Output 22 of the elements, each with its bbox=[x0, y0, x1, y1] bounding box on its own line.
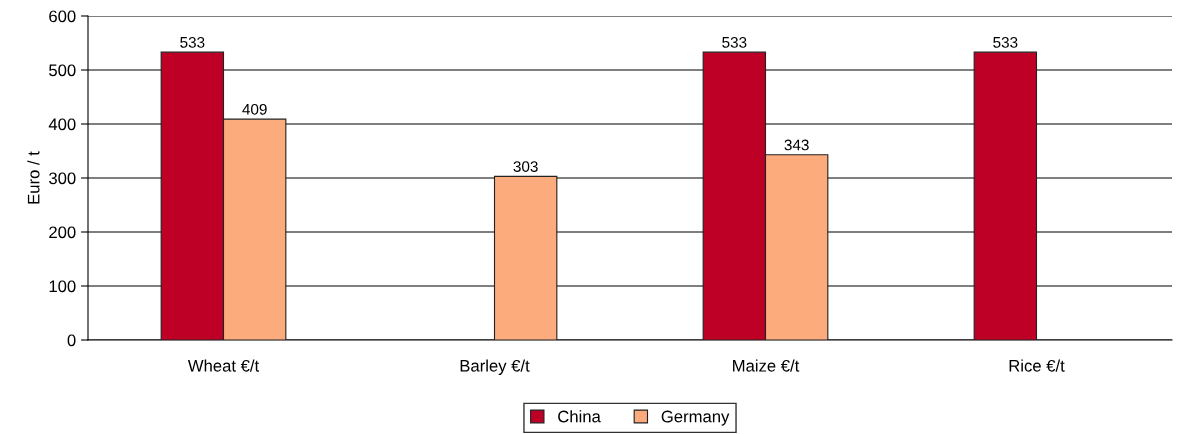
x-tick-label: Barley €/t bbox=[460, 359, 530, 375]
data-label: 343 bbox=[784, 139, 809, 151]
y-tick-label: 300 bbox=[49, 172, 76, 185]
data-label: 303 bbox=[513, 161, 538, 172]
y-tick-label: 200 bbox=[49, 226, 76, 239]
y-tick-label: 0 bbox=[67, 334, 76, 347]
y-tick-label: 600 bbox=[49, 10, 76, 23]
y-axis-title: Euro / t bbox=[27, 151, 40, 204]
y-tick-label: 400 bbox=[48, 118, 76, 131]
bar bbox=[973, 51, 1038, 340]
legend-label: Germany bbox=[661, 410, 730, 426]
x-tick-label: Rice €/t bbox=[1009, 359, 1065, 372]
x-tick-label: Wheat €/t bbox=[187, 359, 260, 372]
legend-label: China bbox=[558, 410, 601, 423]
data-label: 533 bbox=[180, 36, 205, 48]
y-tick-label: 100 bbox=[49, 280, 76, 293]
x-tick-label: Maize €/t bbox=[733, 359, 800, 372]
data-label: 409 bbox=[242, 103, 267, 115]
data-label: 533 bbox=[722, 36, 747, 48]
y-tick-label: 500 bbox=[49, 64, 76, 77]
data-label: 533 bbox=[993, 36, 1018, 48]
bar bbox=[493, 175, 558, 340]
